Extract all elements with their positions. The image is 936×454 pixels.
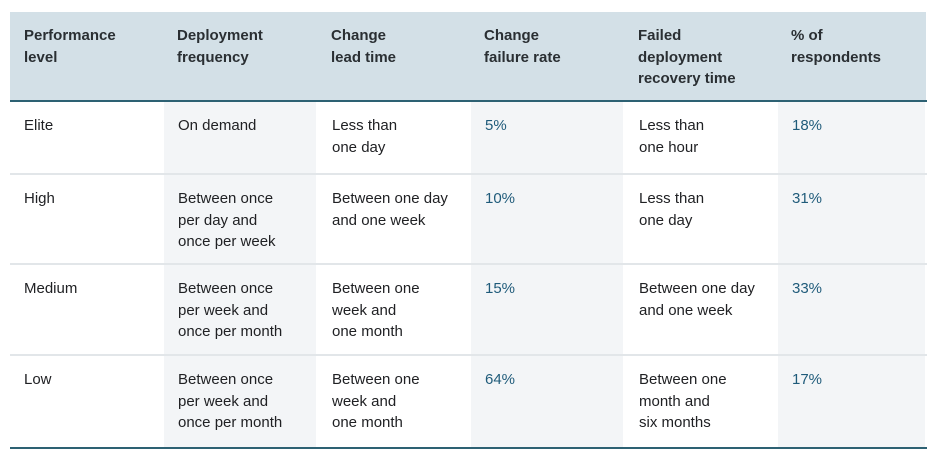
column-header: % of respondents — [777, 12, 926, 102]
table-cell: High — [10, 174, 163, 265]
table-cell: Between one week and one month — [317, 355, 470, 449]
table-cell: Between one day and one week — [624, 264, 777, 356]
table-row: Elite On demand Less than one day 5% Less th… — [10, 101, 927, 175]
table-cell: Less than one day — [624, 174, 777, 265]
table-cell: Between once per week and once per month — [162, 264, 318, 356]
table-cell: Between one week and one month — [317, 264, 470, 356]
table-cell: 64% — [469, 355, 625, 449]
table-cell: Between one day and one week — [317, 174, 470, 265]
column-header: Performance level — [10, 12, 163, 102]
table-cell: 15% — [469, 264, 625, 356]
table-cell: 31% — [776, 174, 927, 265]
column-header: Change failure rate — [470, 12, 624, 102]
table-cell: 10% — [469, 174, 625, 265]
table-cell: Elite — [10, 101, 163, 175]
table-cell: Less than one hour — [624, 101, 777, 175]
table-row: High Between once per day and once per we… — [10, 174, 927, 265]
header-row: Performance level Deployment frequency Cha… — [10, 12, 926, 102]
table-cell: 5% — [469, 101, 625, 175]
table-body: Elite On demand Less than one day 5% Less th… — [10, 101, 927, 449]
table-cell: Between one month and six months — [624, 355, 777, 449]
table-cell: Low — [10, 355, 163, 449]
table-row: Medium Between once per week and once per… — [10, 264, 927, 356]
column-header: Failed deployment recovery time — [624, 12, 777, 102]
column-header: Change lead time — [317, 12, 470, 102]
table-cell: 33% — [776, 264, 927, 356]
table-cell: Between once per day and once per week — [162, 174, 318, 265]
column-header: Deployment frequency — [163, 12, 317, 102]
table-cell: Less than one day — [317, 101, 470, 175]
table-cell: 18% — [776, 101, 927, 175]
table-row: Low Between once per week and once per mo… — [10, 355, 927, 449]
table-cell: On demand — [162, 101, 318, 175]
table-cell: Between once per week and once per month — [162, 355, 318, 449]
performance-table: Performance level Deployment frequency Cha… — [10, 12, 927, 449]
table-cell: Medium — [10, 264, 163, 356]
table-cell: 17% — [776, 355, 927, 449]
